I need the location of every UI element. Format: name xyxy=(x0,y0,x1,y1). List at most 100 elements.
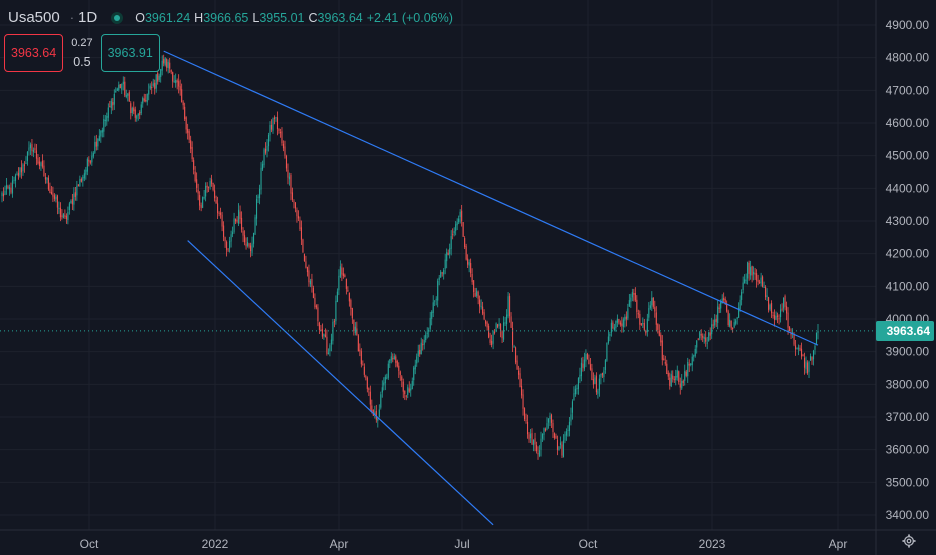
candle-body xyxy=(125,94,127,98)
candle-body xyxy=(31,144,33,151)
candle-body xyxy=(389,359,391,364)
candle-body xyxy=(453,231,455,234)
candle-body xyxy=(799,347,801,351)
candle-body xyxy=(167,61,169,69)
candle-body xyxy=(55,196,57,200)
candle-body xyxy=(73,193,75,205)
candle-body xyxy=(229,240,231,249)
candle-body xyxy=(26,151,29,161)
candle-body xyxy=(300,227,302,240)
candle-body xyxy=(215,200,217,204)
candle-body xyxy=(664,362,666,364)
candle-body xyxy=(80,179,82,182)
candle-body xyxy=(745,279,747,281)
candle-body xyxy=(273,117,276,120)
candle-body xyxy=(509,296,511,317)
candle-body xyxy=(182,102,184,106)
separator: · xyxy=(69,10,75,25)
candle-body xyxy=(520,385,523,396)
candle-body xyxy=(546,423,548,430)
trendline-upper-resistance[interactable] xyxy=(163,50,819,346)
candle-body xyxy=(410,388,412,391)
candle-body xyxy=(639,314,641,325)
candle-body xyxy=(155,74,157,89)
price-axis[interactable]: 4900.00 4800.00 4700.00 4600.00 4500.00 4400.… xyxy=(875,0,930,555)
candle-body xyxy=(699,332,701,339)
candle-body xyxy=(582,363,584,368)
sell-button[interactable]: 3963.64 xyxy=(4,34,64,72)
candle-body xyxy=(435,298,437,300)
candle-body xyxy=(775,315,777,320)
candle-body xyxy=(594,377,596,384)
candle-body xyxy=(789,326,791,332)
candle-body xyxy=(230,234,232,242)
candle-body xyxy=(568,421,571,432)
candle-body xyxy=(485,320,487,324)
candle-body xyxy=(336,291,338,302)
candle-body xyxy=(194,171,196,182)
candle-body xyxy=(473,280,475,292)
candle-body xyxy=(4,190,6,195)
candle-body xyxy=(130,103,132,114)
candle-body xyxy=(70,200,72,204)
candle-body xyxy=(29,144,31,149)
candle-body xyxy=(5,185,8,190)
candle-body xyxy=(576,388,578,390)
candle-body xyxy=(107,107,109,118)
settings-gear-icon[interactable] xyxy=(902,534,916,548)
candle-body xyxy=(371,405,373,412)
candle-body xyxy=(432,302,434,313)
candle-body xyxy=(390,356,392,361)
candle-body xyxy=(378,409,380,418)
candle-body xyxy=(803,357,806,368)
candle-body xyxy=(621,323,623,326)
candle-body xyxy=(109,106,111,108)
buy-button[interactable]: 3963.91 xyxy=(100,34,160,72)
time-tick-label: Apr xyxy=(330,537,349,551)
candle-body xyxy=(152,83,154,86)
price-tick-label: 4600.00 xyxy=(886,116,930,130)
candle-body xyxy=(299,220,301,230)
candle-body xyxy=(359,349,361,352)
open-label: O xyxy=(135,10,145,25)
candle-body xyxy=(154,82,156,90)
candle-body xyxy=(56,195,58,208)
candle-body xyxy=(455,224,457,231)
candle-body xyxy=(326,336,328,354)
candle-body xyxy=(518,370,520,375)
time-tick-label: Oct xyxy=(579,537,598,551)
trendlines[interactable] xyxy=(163,50,819,526)
candle-body xyxy=(46,177,48,180)
candle-body xyxy=(101,129,103,133)
candle-body xyxy=(747,262,749,279)
candle-body xyxy=(290,175,292,194)
candle-body xyxy=(622,319,624,328)
candle-body xyxy=(658,330,660,336)
candle-body xyxy=(464,238,466,247)
candle-body xyxy=(543,427,545,435)
candle-body xyxy=(470,263,472,274)
trendline-lower-support[interactable] xyxy=(187,240,494,526)
candle-body xyxy=(529,433,532,439)
symbol-name[interactable]: Usa500 xyxy=(8,9,60,26)
candle-body xyxy=(413,367,415,381)
candle-body xyxy=(696,340,698,348)
candle-body xyxy=(145,100,147,102)
candle-body xyxy=(471,274,473,283)
time-axis[interactable]: Oct 2022 Apr Jul Oct 2023 Apr xyxy=(0,529,936,551)
lot-size[interactable]: 0.5 xyxy=(73,55,91,69)
candle-body xyxy=(667,373,669,377)
candle-body xyxy=(241,217,243,230)
candle-body xyxy=(37,157,39,164)
candle-body xyxy=(537,453,539,455)
candle-body xyxy=(523,408,526,420)
candle-body xyxy=(362,364,364,366)
timeframe-label[interactable]: 1D xyxy=(78,9,98,26)
candle-body xyxy=(384,376,386,384)
candle-body xyxy=(733,322,735,328)
candle-body xyxy=(115,91,117,93)
candle-body xyxy=(552,422,554,432)
candle-body xyxy=(422,344,424,346)
candle-body xyxy=(739,299,741,309)
